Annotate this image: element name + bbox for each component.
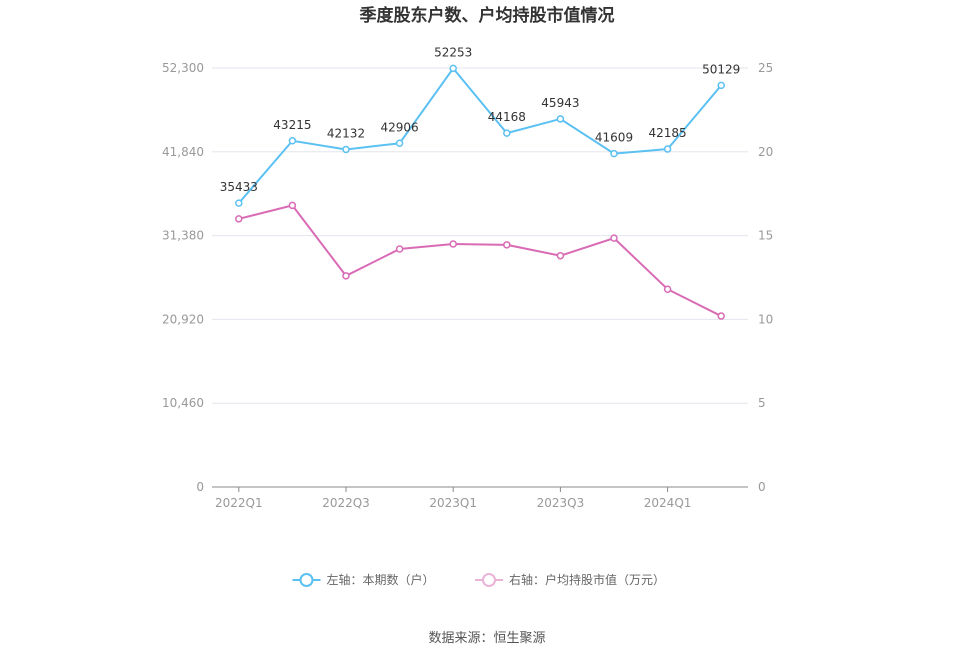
legend-item-1[interactable]: 左轴：本期数（户）	[292, 572, 435, 587]
data-point[interactable]	[717, 81, 725, 90]
data-label: 41609	[595, 131, 633, 145]
data-point[interactable]	[610, 234, 618, 242]
series-line-1	[238, 66, 722, 204]
data-point[interactable]	[717, 312, 725, 320]
x-axis-tick-label: 2023Q3	[537, 496, 585, 510]
legend-label: 右轴：户均持股市值（万元）	[509, 572, 665, 587]
right-axis-tick-label: 20	[758, 145, 773, 159]
series-line-2	[238, 204, 722, 317]
data-point[interactable]	[610, 149, 618, 158]
axes: 0 0 10,460 5 20,920 10 31,380 15 41,840 20 52,300 2…	[162, 61, 773, 510]
data-label: 35433	[220, 180, 258, 194]
legend[interactable]: 左轴：本期数（户） 右轴：户均持股市值（万元）	[292, 572, 666, 587]
left-axis-tick-label: 20,920	[162, 312, 204, 326]
data-point[interactable]	[235, 199, 243, 207]
right-axis-tick-label: 0	[758, 480, 766, 494]
data-point[interactable]	[395, 245, 404, 253]
right-axis-tick-label: 15	[758, 229, 773, 243]
source-note: 数据来源：恒生聚源	[428, 631, 545, 646]
data-point[interactable]	[449, 64, 457, 73]
legend-swatch-marker	[482, 573, 496, 587]
right-axis-tick-label: 10	[758, 312, 773, 326]
data-label: 44168	[488, 110, 526, 124]
data-labels: 35433 43215 42132 42906 52253 44168 45943 41609…	[220, 45, 741, 194]
x-axis-tick-label: 2023Q1	[429, 496, 477, 510]
x-axis-tick-label: 2022Q1	[215, 496, 263, 510]
data-point[interactable]	[342, 272, 350, 280]
left-axis-tick-label: 41,840	[162, 145, 204, 159]
data-label: 50129	[702, 62, 740, 76]
data-point[interactable]	[503, 129, 511, 137]
data-point[interactable]	[556, 251, 565, 260]
data-label: 42185	[649, 126, 687, 140]
left-axis-tick-label: 52,300	[162, 61, 204, 75]
data-point[interactable]	[235, 215, 243, 223]
data-point[interactable]	[503, 241, 511, 249]
data-label: 42906	[381, 120, 419, 134]
legend-label: 左轴：本期数（户）	[327, 572, 435, 587]
data-label: 45943	[541, 96, 579, 110]
grid-lines	[212, 67, 748, 404]
x-axis-tick-label: 2024Q1	[644, 496, 692, 510]
x-axis-tick-label: 2022Q3	[322, 496, 370, 510]
data-point[interactable]	[342, 145, 350, 154]
series-layer	[235, 64, 725, 320]
left-axis-tick-label: 10,460	[162, 396, 204, 410]
left-axis-tick-label: 31,380	[162, 229, 204, 243]
chart-title: 季度股东户数、户均持股市值情况	[360, 5, 615, 26]
data-point[interactable]	[395, 139, 404, 148]
data-label: 43215	[273, 118, 311, 132]
data-point[interactable]	[663, 145, 672, 153]
data-point[interactable]	[288, 137, 297, 145]
data-point[interactable]	[449, 240, 457, 248]
data-point[interactable]	[663, 285, 672, 293]
data-label: 52253	[434, 45, 472, 59]
data-point[interactable]	[288, 201, 297, 210]
legend-swatch-marker	[299, 573, 314, 587]
data-label: 42132	[327, 126, 365, 140]
right-axis-tick-label: 5	[758, 396, 766, 410]
left-axis-tick-label: 0	[196, 480, 204, 494]
data-point[interactable]	[556, 115, 565, 123]
legend-item-2[interactable]: 右轴：户均持股市值（万元）	[475, 572, 665, 587]
right-axis-tick-label: 25	[758, 61, 773, 75]
